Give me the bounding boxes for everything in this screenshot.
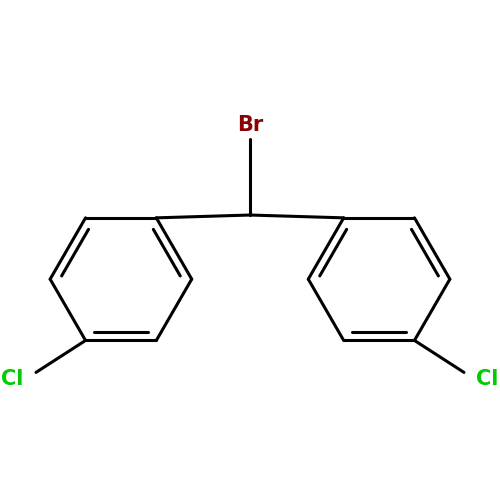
- Text: Cl: Cl: [1, 369, 24, 389]
- Text: Cl: Cl: [476, 369, 499, 389]
- Text: Br: Br: [237, 115, 263, 135]
